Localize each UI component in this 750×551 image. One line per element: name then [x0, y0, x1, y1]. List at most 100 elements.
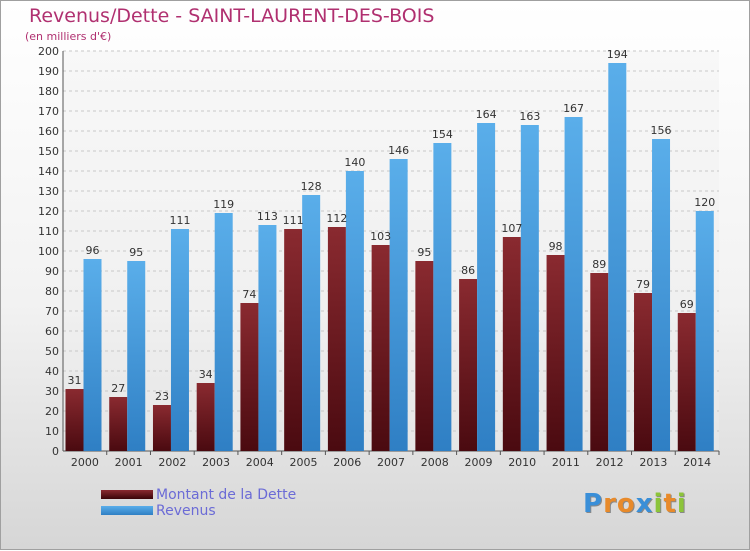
- data-label-debt: 27: [111, 382, 125, 395]
- data-label-revenue: 167: [563, 102, 584, 115]
- data-label-debt: 111: [283, 214, 304, 227]
- y-tick-label: 140: [38, 165, 59, 178]
- x-tick-label: 2009: [464, 456, 492, 469]
- logo-letter: i: [653, 489, 664, 519]
- bar-revenue: [564, 117, 583, 451]
- data-label-revenue: 154: [432, 128, 453, 141]
- y-tick-label: 170: [38, 105, 59, 118]
- bar-debt: [196, 383, 215, 451]
- x-tick-label: 2000: [71, 456, 99, 469]
- y-tick-label: 70: [45, 305, 59, 318]
- bar-revenue: [608, 63, 627, 451]
- y-tick-label: 120: [38, 205, 59, 218]
- data-label-debt: 69: [680, 298, 694, 311]
- bar-revenue: [389, 159, 408, 451]
- logo-letter: x: [635, 489, 654, 519]
- x-tick-label: 2014: [683, 456, 711, 469]
- data-label-debt: 31: [68, 374, 82, 387]
- data-label-revenue: 164: [476, 108, 497, 121]
- data-label-revenue: 113: [257, 210, 278, 223]
- y-tick-label: 50: [45, 345, 59, 358]
- data-label-debt: 34: [199, 368, 213, 381]
- bar-revenue: [695, 211, 714, 451]
- data-label-revenue: 111: [169, 214, 190, 227]
- data-label-revenue: 194: [607, 48, 628, 61]
- logo-letter: r: [603, 489, 617, 519]
- bar-revenue: [652, 139, 671, 451]
- y-tick-label: 60: [45, 325, 59, 338]
- logo-letter: i: [676, 489, 687, 519]
- data-label-revenue: 119: [213, 198, 234, 211]
- bar-debt: [152, 405, 171, 451]
- x-tick-label: 2003: [202, 456, 230, 469]
- bar-debt: [415, 261, 434, 451]
- data-label-debt: 112: [326, 212, 347, 225]
- bar-revenue: [433, 143, 452, 451]
- data-label-debt: 79: [636, 278, 650, 291]
- y-tick-label: 130: [38, 185, 59, 198]
- x-tick-label: 2011: [552, 456, 580, 469]
- data-label-debt: 103: [370, 230, 391, 243]
- y-tick-label: 0: [52, 445, 59, 458]
- bar-debt: [546, 255, 565, 451]
- x-tick-label: 2001: [115, 456, 143, 469]
- data-label-debt: 89: [592, 258, 606, 271]
- bar-debt: [327, 227, 346, 451]
- data-label-revenue: 96: [86, 244, 100, 257]
- x-tick-label: 2002: [158, 456, 186, 469]
- data-label-debt: 86: [461, 264, 475, 277]
- x-tick-label: 2013: [639, 456, 667, 469]
- y-tick-label: 110: [38, 225, 59, 238]
- data-label-debt: 74: [242, 288, 256, 301]
- y-tick-label: 10: [45, 425, 59, 438]
- bar-revenue: [170, 229, 189, 451]
- chart-subtitle: (en milliers d'€): [25, 30, 112, 43]
- bar-debt: [502, 237, 521, 451]
- bar-revenue: [258, 225, 277, 451]
- bar-debt: [65, 389, 84, 451]
- y-tick-label: 180: [38, 85, 59, 98]
- proxiti-logo: Proxiti: [583, 489, 687, 519]
- chart-title: Revenus/Dette - SAINT-LAURENT-DES-BOIS: [29, 5, 435, 27]
- x-tick-label: 2006: [333, 456, 361, 469]
- logo-letter: P: [583, 489, 604, 519]
- y-tick-label: 90: [45, 265, 59, 278]
- bar-debt: [240, 303, 259, 451]
- data-label-debt: 98: [549, 240, 563, 253]
- bar-debt: [371, 245, 390, 451]
- bar-debt: [459, 279, 478, 451]
- y-tick-label: 20: [45, 405, 59, 418]
- data-label-debt: 95: [417, 246, 431, 259]
- y-tick-label: 160: [38, 125, 59, 138]
- data-label-debt: 107: [501, 222, 522, 235]
- data-label-revenue: 128: [301, 180, 322, 193]
- x-tick-label: 2012: [596, 456, 624, 469]
- data-label-revenue: 120: [694, 196, 715, 209]
- legend-label-debt: Montant de la Dette: [156, 487, 297, 503]
- x-tick-label: 2007: [377, 456, 405, 469]
- y-tick-label: 100: [38, 245, 59, 258]
- bar-revenue: [520, 125, 539, 451]
- y-tick-label: 150: [38, 145, 59, 158]
- x-tick-label: 2008: [421, 456, 449, 469]
- y-tick-label: 200: [38, 45, 59, 58]
- data-label-revenue: 146: [388, 144, 409, 157]
- logo-letter: t: [663, 489, 677, 519]
- bar-debt: [109, 397, 128, 451]
- logo-letter: o: [616, 489, 636, 519]
- bar-revenue: [302, 195, 321, 451]
- legend-label-revenue: Revenus: [156, 503, 216, 519]
- data-label-revenue: 95: [129, 246, 143, 259]
- bar-debt: [634, 293, 653, 451]
- bar-debt: [677, 313, 696, 451]
- x-tick-label: 2005: [290, 456, 318, 469]
- bar-revenue: [127, 261, 146, 451]
- bar-revenue: [345, 171, 364, 451]
- bar-revenue: [214, 213, 233, 451]
- x-tick-label: 2004: [246, 456, 274, 469]
- data-label-revenue: 163: [519, 110, 540, 123]
- y-tick-label: 40: [45, 365, 59, 378]
- data-label-revenue: 140: [344, 156, 365, 169]
- data-label-revenue: 156: [651, 124, 672, 137]
